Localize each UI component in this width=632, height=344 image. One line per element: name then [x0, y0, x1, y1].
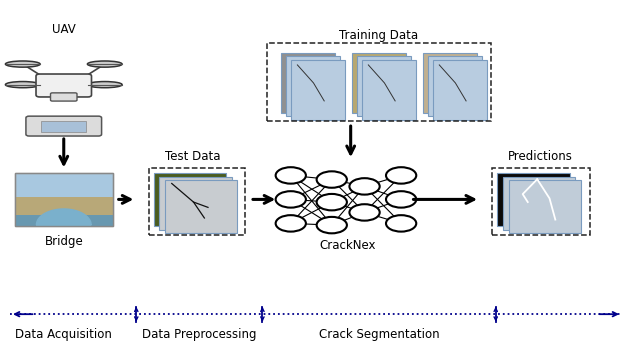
Bar [281, 53, 335, 113]
Circle shape [276, 167, 306, 184]
Text: CrackNex: CrackNex [319, 239, 376, 252]
Circle shape [317, 217, 347, 233]
Bar [434, 60, 487, 120]
FancyBboxPatch shape [51, 93, 77, 101]
Bar [15, 173, 112, 226]
Ellipse shape [6, 61, 40, 67]
Circle shape [276, 191, 306, 208]
Bar [492, 168, 590, 235]
FancyBboxPatch shape [36, 74, 92, 97]
Circle shape [317, 171, 347, 188]
Ellipse shape [87, 61, 122, 67]
Ellipse shape [6, 82, 40, 88]
Bar [15, 173, 112, 226]
Bar [428, 56, 482, 116]
Ellipse shape [87, 82, 122, 88]
Circle shape [386, 167, 416, 184]
Bar [154, 173, 226, 226]
Circle shape [349, 178, 380, 195]
Bar [503, 176, 576, 230]
Text: Test Data: Test Data [166, 150, 221, 163]
Bar [286, 56, 340, 116]
Bar [352, 53, 406, 113]
Bar [15, 197, 112, 226]
Bar [362, 60, 416, 120]
Text: Bridge: Bridge [44, 235, 83, 248]
Bar [15, 215, 112, 226]
Text: UAV: UAV [52, 23, 76, 36]
Polygon shape [37, 209, 91, 225]
Text: Predictions: Predictions [507, 150, 573, 163]
Circle shape [276, 215, 306, 232]
Circle shape [317, 194, 347, 211]
Bar [149, 169, 245, 235]
Bar [159, 176, 232, 230]
Text: Crack Segmentation: Crack Segmentation [319, 328, 439, 341]
Bar [497, 173, 570, 226]
Bar [267, 43, 490, 121]
Circle shape [349, 204, 380, 221]
Text: Training Data: Training Data [339, 29, 418, 42]
Text: Data Acquisition: Data Acquisition [15, 328, 112, 341]
FancyBboxPatch shape [26, 116, 102, 136]
Bar [509, 180, 581, 234]
Bar [291, 60, 345, 120]
Bar [165, 180, 238, 234]
Text: Data Preprocessing: Data Preprocessing [142, 328, 257, 341]
Bar [41, 121, 87, 131]
Bar [357, 56, 411, 116]
Circle shape [386, 215, 416, 232]
Circle shape [386, 191, 416, 208]
Bar [423, 53, 477, 113]
